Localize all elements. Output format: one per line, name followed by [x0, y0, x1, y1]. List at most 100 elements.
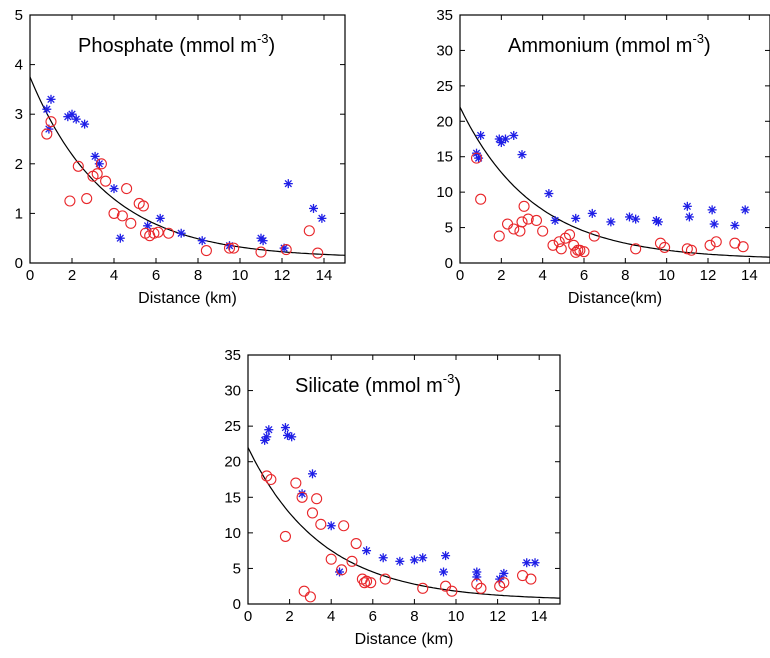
panel-2: 0 2 4 6 8 10 12 14 0 5 10 15 20 25 30 35 Distance(km) Amm… [436, 7, 770, 307]
data-point-star [307, 469, 317, 479]
data-point-star [624, 212, 634, 222]
data-point-star [409, 555, 419, 565]
y-tick-label: 30 [436, 42, 453, 59]
data-point-circle [578, 246, 590, 258]
data-point-star [115, 233, 125, 243]
data-point-circle [350, 537, 362, 550]
data-point-star [378, 553, 388, 563]
y-tick-label: 4 [15, 57, 23, 74]
data-point-circle [553, 236, 565, 248]
y-tick-label: 20 [224, 454, 241, 471]
data-point-circle [280, 244, 292, 256]
data-point-circle [588, 230, 600, 242]
y-tick-label: 35 [224, 347, 241, 364]
data-point-star [283, 179, 293, 189]
data-point-circle [514, 225, 526, 237]
y-tick-label: 0 [233, 596, 241, 613]
data-point-circle [654, 237, 667, 249]
data-point-circle [475, 582, 487, 594]
data-point-star [606, 217, 616, 227]
data-point-circle [358, 577, 371, 589]
x-tick-label: 6 [152, 267, 160, 284]
x-tick-label: 8 [621, 267, 629, 284]
data-point-circle [555, 243, 567, 255]
y-tick-label: 15 [224, 489, 241, 506]
data-point-star [439, 567, 449, 577]
x-axis-label: Distance (km) [138, 290, 237, 307]
data-point-star [500, 134, 510, 144]
x-tick-label: 10 [448, 608, 465, 625]
data-point-star [197, 236, 207, 246]
x-tick-label: 0 [456, 267, 464, 284]
fit-curve [460, 106, 770, 258]
data-point-circle [446, 585, 458, 597]
data-point-star [287, 432, 297, 442]
data-point-circle [200, 245, 212, 257]
data-point-circle [303, 225, 315, 237]
data-point-circle [470, 152, 483, 164]
axes-box [29, 14, 346, 264]
x-axis-label: Distance(km) [568, 290, 662, 307]
data-point-circle [315, 518, 327, 530]
x-tick-label: 10 [232, 267, 249, 284]
data-point-circle [41, 128, 53, 140]
data-point-circle [255, 246, 267, 258]
data-point-circle [704, 239, 716, 251]
x-axis-label: Distance (km) [355, 631, 454, 648]
data-point-circle [152, 226, 164, 238]
data-point-star [418, 553, 428, 563]
x-tick-label: 4 [538, 267, 546, 284]
data-point-circle [493, 230, 505, 242]
data-point-circle [516, 216, 528, 228]
x-tick-label: 14 [741, 267, 758, 284]
data-point-circle [475, 193, 487, 205]
panel-3: 0 2 4 6 8 10 12 14 0 5 10 15 20 25 30 35 Distance (km) Si… [224, 347, 561, 648]
data-point-circle [108, 207, 120, 219]
data-point-star [176, 228, 186, 238]
data-point-circle [137, 200, 149, 212]
data-point-circle [95, 158, 107, 170]
x-tick-label: 2 [497, 267, 505, 284]
data-point-star [653, 217, 663, 227]
y-tick-label: 0 [445, 255, 453, 272]
data-point-circle [365, 577, 377, 589]
data-point-circle [518, 200, 530, 212]
data-point-circle [116, 210, 128, 222]
data-point-star [709, 219, 719, 229]
data-point-circle [312, 247, 324, 259]
y-tick-label: 3 [15, 106, 23, 123]
x-tick-label: 10 [658, 267, 675, 284]
data-point-star [684, 212, 694, 222]
x-tick-label: 8 [410, 608, 418, 625]
data-point-circle [64, 195, 76, 207]
x-tick-label: 12 [700, 267, 717, 284]
chart-title: Phosphate (mmol m-3) [78, 31, 275, 57]
x-tick-label: 6 [369, 608, 377, 625]
data-point-circle [148, 227, 160, 239]
data-point-star [155, 213, 165, 223]
data-point-star [42, 104, 52, 114]
data-point-star [309, 203, 318, 213]
y-tick-label: 1 [15, 205, 23, 222]
x-tick-label: 14 [531, 608, 548, 625]
data-point-star [522, 558, 532, 568]
data-point-star [80, 119, 90, 129]
y-tick-label: 25 [436, 78, 453, 95]
axes-box [247, 354, 561, 605]
data-point-circle [494, 580, 506, 592]
chart-title: Ammonium (mmol m-3) [508, 31, 711, 57]
data-point-circle [163, 227, 175, 239]
data-point-star [740, 205, 750, 215]
y-tick-label: 5 [15, 7, 23, 24]
data-point-star [264, 425, 274, 435]
data-point-star [395, 556, 405, 566]
data-point-circle [81, 192, 93, 205]
data-point-star [441, 551, 451, 561]
data-point-circle [685, 244, 698, 256]
data-point-star [280, 423, 290, 433]
data-point-circle [498, 577, 510, 589]
data-point-star [317, 213, 327, 223]
data-point-star [550, 215, 560, 225]
data-point-star [707, 205, 717, 215]
data-point-star [90, 151, 100, 161]
